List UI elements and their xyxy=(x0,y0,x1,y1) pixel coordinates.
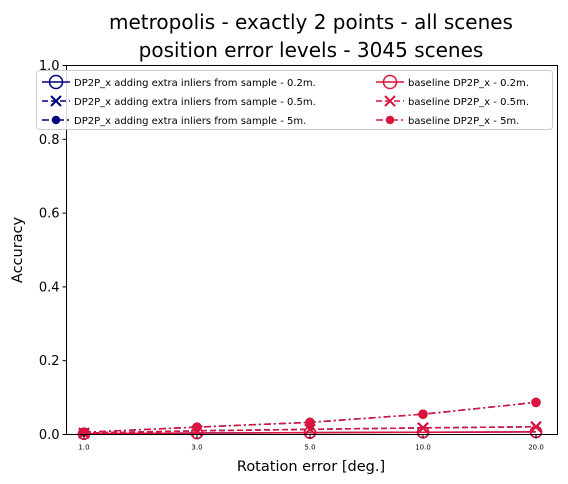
data-point xyxy=(192,422,202,432)
legend-label: baseline DP2P_x - 0.5m. xyxy=(408,97,529,108)
legend-marker xyxy=(50,95,62,107)
data-point xyxy=(305,417,315,428)
x-tick-label: 3.0 xyxy=(191,444,202,452)
chart-title-line-1: metropolis - exactly 2 points - all scen… xyxy=(109,10,513,34)
legend-marker xyxy=(48,74,64,90)
legend-label: DP2P_x adding extra inliers from sample … xyxy=(74,116,306,127)
legend: DP2P_x adding extra inliers from sample … xyxy=(36,70,553,130)
legend-entry-1: DP2P_x adding extra inliers from sample … xyxy=(42,74,316,90)
y-tick-label: 0.4 xyxy=(39,280,60,295)
x-axis: 1.0 3.0 5.0 10.0 20.0 xyxy=(78,434,544,452)
legend-label: baseline DP2P_x - 0.2m. xyxy=(408,78,529,89)
legend-entry-2: DP2P_x adding extra inliers from sample … xyxy=(42,95,316,108)
legend-box xyxy=(36,70,553,130)
data-point xyxy=(531,397,541,408)
series-line xyxy=(83,431,537,435)
legend-entry-6: baseline DP2P_x - 5m. xyxy=(376,115,519,127)
legend-entry-4: baseline DP2P_x - 0.2m. xyxy=(376,74,529,90)
legend-marker xyxy=(385,115,395,125)
legend-label: baseline DP2P_x - 5m. xyxy=(408,116,519,127)
y-axis-label: Accuracy xyxy=(10,216,26,283)
series-6 xyxy=(79,397,541,438)
data-point xyxy=(417,422,429,434)
plot-frame xyxy=(66,65,558,435)
x-tick-label: 5.0 xyxy=(304,444,315,452)
y-tick-label: 0.6 xyxy=(39,207,60,222)
y-tick-label: 0.8 xyxy=(39,133,60,148)
y-tick-label: 0.0 xyxy=(39,428,60,443)
legend-entry-5: baseline DP2P_x - 0.5m. xyxy=(376,95,529,108)
legend-marker xyxy=(51,115,61,125)
series-layer xyxy=(77,397,543,441)
legend-label: DP2P_x adding extra inliers from sample … xyxy=(74,97,316,108)
legend-label: DP2P_x adding extra inliers from sample … xyxy=(74,78,316,89)
x-axis-label: Rotation error [deg.] xyxy=(237,459,385,475)
y-tick-label: 0.2 xyxy=(39,354,60,369)
legend-entry-3: DP2P_x adding extra inliers from sample … xyxy=(42,115,306,127)
data-point xyxy=(418,409,428,419)
data-point xyxy=(304,423,316,436)
x-tick-label: 1.0 xyxy=(78,444,89,452)
legend-marker xyxy=(384,95,396,107)
x-tick-label: 20.0 xyxy=(528,444,544,452)
x-tick-label: 10.0 xyxy=(415,444,431,452)
chart-title-line-2: position error levels - 3045 scenes xyxy=(139,38,484,62)
legend-marker xyxy=(382,74,398,90)
data-point xyxy=(530,421,542,433)
